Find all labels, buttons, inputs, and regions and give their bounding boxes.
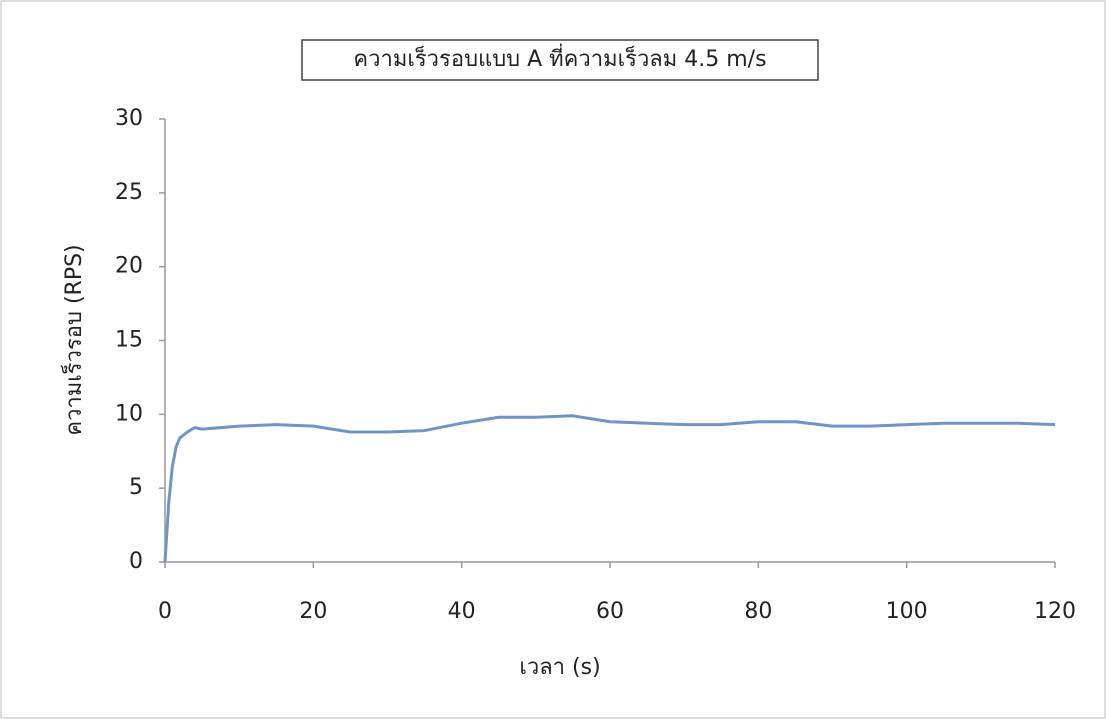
x-axis-label: เวลา (s) bbox=[519, 655, 600, 680]
x-tick-label: 100 bbox=[886, 599, 928, 624]
y-tick-label: 25 bbox=[115, 180, 143, 205]
title-box bbox=[301, 39, 819, 81]
y-tick-label: 5 bbox=[129, 475, 143, 500]
x-tick-label: 20 bbox=[299, 599, 327, 624]
x-tick-label: 40 bbox=[448, 599, 476, 624]
y-axis-label: ความเร็วรอบ (RPS) bbox=[59, 244, 87, 435]
y-tick-label: 30 bbox=[115, 106, 143, 131]
y-tick-label: 20 bbox=[115, 254, 143, 279]
x-tick-label: 0 bbox=[158, 599, 172, 624]
y-tick-label: 0 bbox=[129, 549, 143, 574]
y-tick-label: 10 bbox=[115, 401, 143, 426]
x-tick-label: 80 bbox=[744, 599, 772, 624]
x-tick-label: 60 bbox=[596, 599, 624, 624]
data-line bbox=[163, 414, 1056, 563]
x-tick-label: 120 bbox=[1034, 599, 1076, 624]
chart-title: ความเร็วรอบแบบ A ที่ความเร็วลม 4.5 m/s bbox=[353, 43, 766, 72]
y-tick-label: 15 bbox=[115, 328, 143, 353]
